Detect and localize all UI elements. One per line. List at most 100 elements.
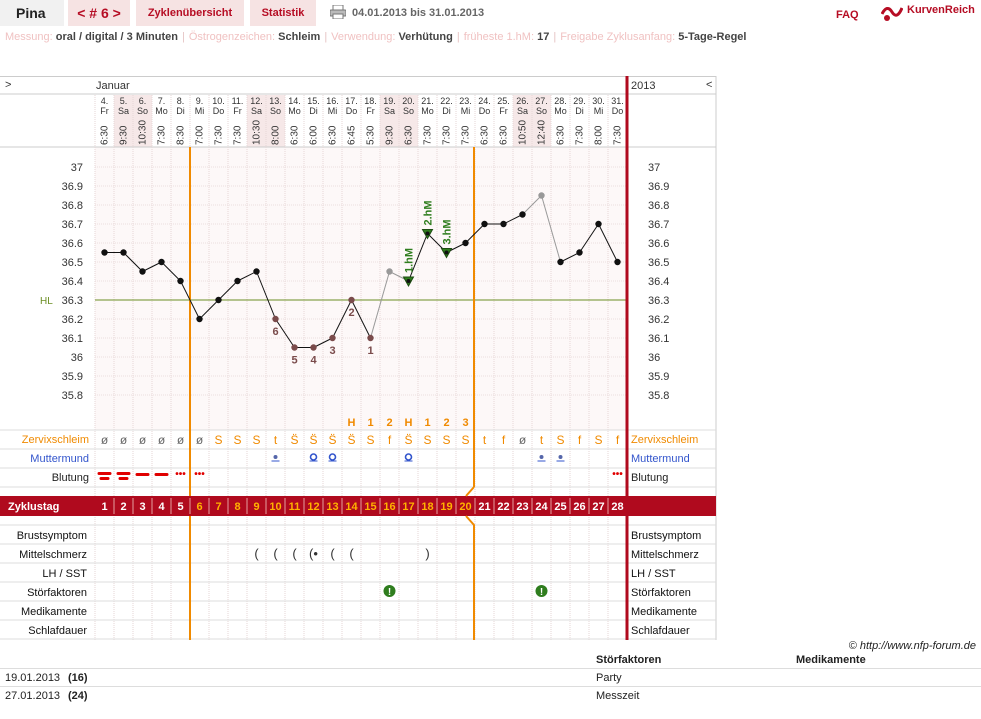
mucus-symbol: t [483, 433, 487, 447]
fertile-end-jog [465, 486, 475, 497]
cycle-day-number: 9 [253, 501, 259, 513]
weekday-label: So [270, 106, 281, 116]
time-label: 6:00 [309, 125, 320, 145]
weekday-label: Mi [594, 106, 604, 116]
pain-mark: ( [273, 546, 278, 561]
printer-icon[interactable] [330, 5, 346, 19]
cycle-day-number: 26 [573, 501, 585, 513]
temp-line-segment [351, 299, 371, 339]
col-header-disturb: Störfaktoren [596, 654, 662, 666]
cycle-day-number: 1 [101, 501, 107, 513]
cycle-day-row [0, 496, 716, 516]
date-label: 26. [516, 96, 529, 106]
cycle-day-number: 11 [289, 501, 301, 513]
peak-day-label: H [405, 417, 413, 429]
table-row: 27.01.2013 (24) Messzeit [0, 686, 981, 704]
row-label-disturb: Störfaktoren [27, 587, 87, 599]
y-tick-label-right: 36.8 [648, 200, 669, 212]
date-label: 30. [592, 96, 605, 106]
lower-temp-point [291, 344, 298, 351]
weekend-shade [266, 95, 285, 147]
temp-point [444, 250, 449, 255]
pain-mark: (• [309, 546, 318, 561]
cycle-day-number: 10 [269, 501, 281, 513]
temp-line-segment [598, 223, 618, 263]
weekday-label: Mi [461, 106, 471, 116]
settings-value: oral / digital / 3 Minuten [55, 31, 178, 43]
mucus-symbol: S̈ [347, 433, 355, 447]
mucus-symbol: ø [120, 433, 128, 447]
settings-separator: | [553, 31, 557, 43]
date-label: 15. [307, 96, 320, 106]
row-label-breast: Brustsymptom [17, 530, 87, 542]
date-label: 31. [611, 96, 624, 106]
disturbance-icon-glyph: ! [388, 587, 391, 598]
y-tick-label-right: 36.7 [648, 219, 669, 231]
temp-line-segment [180, 280, 200, 320]
row-label-sleep: Schlafdauer [28, 625, 87, 637]
faq-link[interactable]: FAQ [836, 9, 859, 21]
cycle-navigator[interactable]: < # 6 > [68, 0, 130, 26]
weekday-label: Mo [288, 106, 301, 116]
time-label: 8:00 [271, 125, 282, 145]
mucus-symbol: S̈ [290, 433, 298, 447]
time-label: 10:30 [138, 120, 149, 145]
y-tick-label-left: 36.9 [62, 181, 83, 193]
temp-line-segment [332, 299, 352, 339]
date-label: 29. [573, 96, 586, 106]
top-bar: Pina < # 6 > Zyklenübersicht Statistik 0… [0, 0, 981, 26]
cycle-day-number: 7 [215, 501, 221, 513]
y-tick-label-left: 36.1 [62, 333, 83, 345]
mucus-symbol: t [540, 433, 544, 447]
date-label: 10. [212, 96, 225, 106]
temp-point [462, 239, 469, 247]
weekday-label: Mo [554, 106, 567, 116]
temp-point [614, 258, 621, 266]
pain-mark: ) [425, 546, 429, 561]
date-label: 18. [364, 96, 377, 106]
cervix-open-mark [404, 453, 413, 461]
mucus-symbol: S [442, 433, 450, 447]
row-label-pain: Mittelschmerz [19, 549, 87, 561]
mucus-symbol: f [616, 433, 620, 447]
col-header-meds: Medikamente [796, 654, 866, 666]
logo[interactable]: KurvenReich [880, 2, 981, 24]
cycle-day-number: 15 [364, 501, 376, 513]
weekday-label: Di [442, 106, 451, 116]
cycle-day-number: 20 [459, 501, 471, 513]
weekend-shade [399, 95, 418, 147]
weekend-shade [247, 95, 266, 147]
tab-statistics[interactable]: Statistik [250, 0, 316, 26]
y-tick-label-left: 36.2 [62, 314, 83, 326]
settings-value: Schleim [278, 31, 321, 43]
row-cycle-day: (24) [68, 690, 88, 702]
mucus-symbol: S [233, 433, 241, 447]
table-row: 19.01.2013 (16) Party [0, 668, 981, 686]
date-label: 9. [196, 96, 204, 106]
y-tick-label-right: 35.8 [648, 390, 669, 402]
temp-line-segment [237, 271, 257, 282]
tab-cycle-overview[interactable]: Zyklenübersicht [136, 0, 244, 26]
time-label: 6:30 [499, 125, 510, 145]
date-label: 20. [402, 96, 415, 106]
row-label-right-mucus: Zervixschleim [631, 434, 698, 446]
temp-line-segment [218, 280, 238, 301]
mucus-symbol: f [388, 433, 392, 447]
peak-day-label: 1 [424, 417, 430, 429]
date-label: 12. [250, 96, 263, 106]
weekday-label: Sa [118, 106, 129, 116]
cycle-day-number: 21 [478, 501, 490, 513]
row-label-bleeding: Blutung [52, 472, 89, 484]
mucus-symbol: t [274, 433, 278, 447]
cycle-day-number: 27 [592, 501, 604, 513]
date-label: 8. [177, 96, 185, 106]
time-label: 6:45 [347, 125, 358, 145]
weekday-label: So [403, 106, 414, 116]
mucus-symbol: S [214, 433, 222, 447]
settings-separator: | [181, 31, 185, 43]
y-tick-label-left: 35.9 [62, 371, 83, 383]
cycle-day-number: 13 [326, 501, 338, 513]
cycle-day-number: 12 [307, 501, 319, 513]
temp-line-segment [579, 223, 599, 253]
